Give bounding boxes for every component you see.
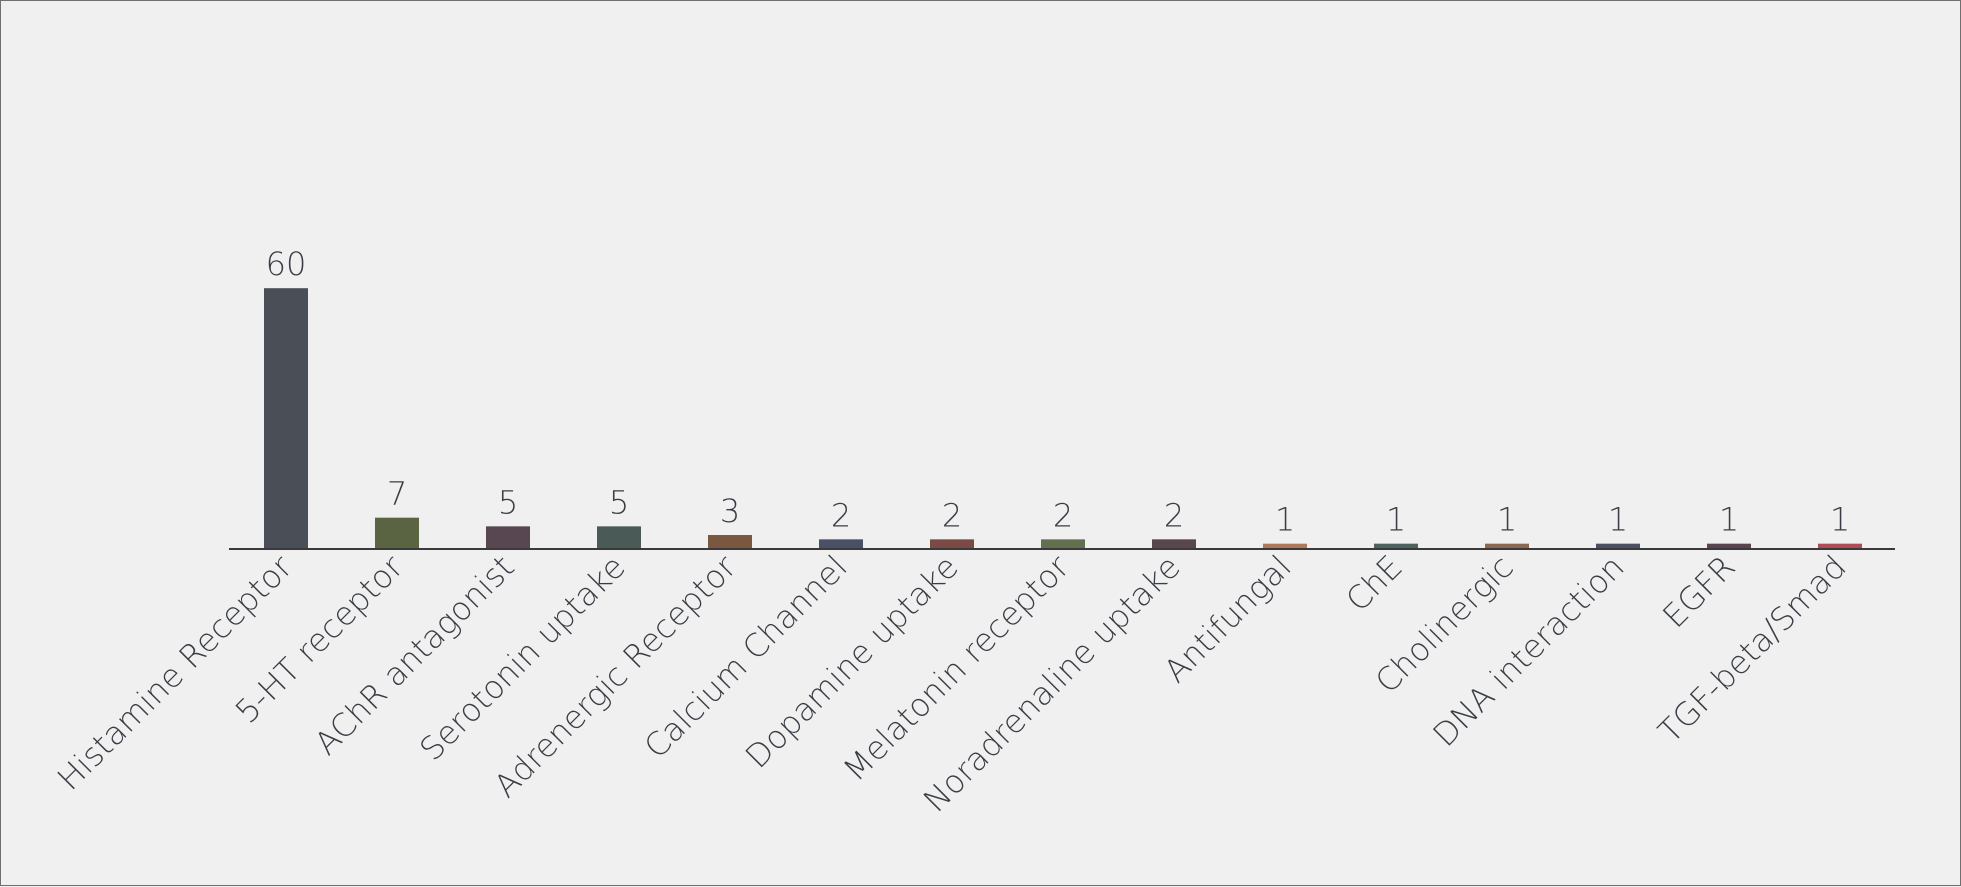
data-label-dna-interaction: 1 xyxy=(1608,501,1628,539)
data-label-serotonin-uptake: 5 xyxy=(609,483,629,521)
bar-adrenergic-receptor xyxy=(708,535,752,548)
data-labels-group: 60 7 5 5 3 2 2 2 2 1 1 1 1 1 1 xyxy=(266,245,1851,538)
category-label-egfr: EGFR xyxy=(1655,548,1742,635)
bar-che xyxy=(1374,543,1418,548)
data-label-antifungal: 1 xyxy=(1275,501,1295,539)
data-label-5-ht-receptor: 7 xyxy=(387,475,407,513)
category-label-dopamine-uptake: Dopamine uptake xyxy=(738,548,966,776)
data-label-dopamine-uptake: 2 xyxy=(942,496,962,534)
bar-dopamine-uptake xyxy=(930,539,974,548)
bar-noradrenaline-uptake xyxy=(1152,539,1196,548)
bar-egfr xyxy=(1707,543,1751,548)
bar-calcium-channel xyxy=(819,539,863,548)
data-label-cholinergic: 1 xyxy=(1497,501,1517,539)
category-label-serotonin-uptake: Serotonin uptake xyxy=(412,548,632,768)
data-label-tgf-beta-smad: 1 xyxy=(1830,501,1850,539)
data-label-egfr: 1 xyxy=(1719,501,1739,539)
bar-dna-interaction xyxy=(1596,543,1640,548)
category-label-calcium-channel: Calcium Channel xyxy=(637,548,855,766)
bar-5-ht-receptor xyxy=(375,517,419,548)
category-label-dna-interaction: DNA interaction xyxy=(1425,548,1631,754)
bars-group xyxy=(264,288,1862,548)
bar-melatonin-receptor xyxy=(1041,539,1085,548)
bar-tgf-beta-smad xyxy=(1818,543,1862,548)
bar-cholinergic xyxy=(1485,543,1529,548)
data-label-histamine-receptor: 60 xyxy=(266,245,307,283)
category-label-achr-antagonist: AChR antagonist xyxy=(307,548,522,763)
bar-achr-antagonist xyxy=(486,526,530,548)
data-label-adrenergic-receptor: 3 xyxy=(720,492,740,530)
bar-histamine-receptor xyxy=(264,288,308,548)
category-label-che: ChE xyxy=(1338,548,1409,619)
data-label-melatonin-receptor: 2 xyxy=(1053,496,1073,534)
data-label-noradrenaline-uptake: 2 xyxy=(1164,496,1184,534)
data-label-che: 1 xyxy=(1386,501,1406,539)
bar-antifungal xyxy=(1263,543,1307,548)
data-label-achr-antagonist: 5 xyxy=(498,483,518,521)
category-label-tgf-beta-smad: TGF-beta/Smad xyxy=(1651,548,1854,751)
data-label-calcium-channel: 2 xyxy=(831,496,851,534)
bar-serotonin-uptake xyxy=(597,526,641,548)
